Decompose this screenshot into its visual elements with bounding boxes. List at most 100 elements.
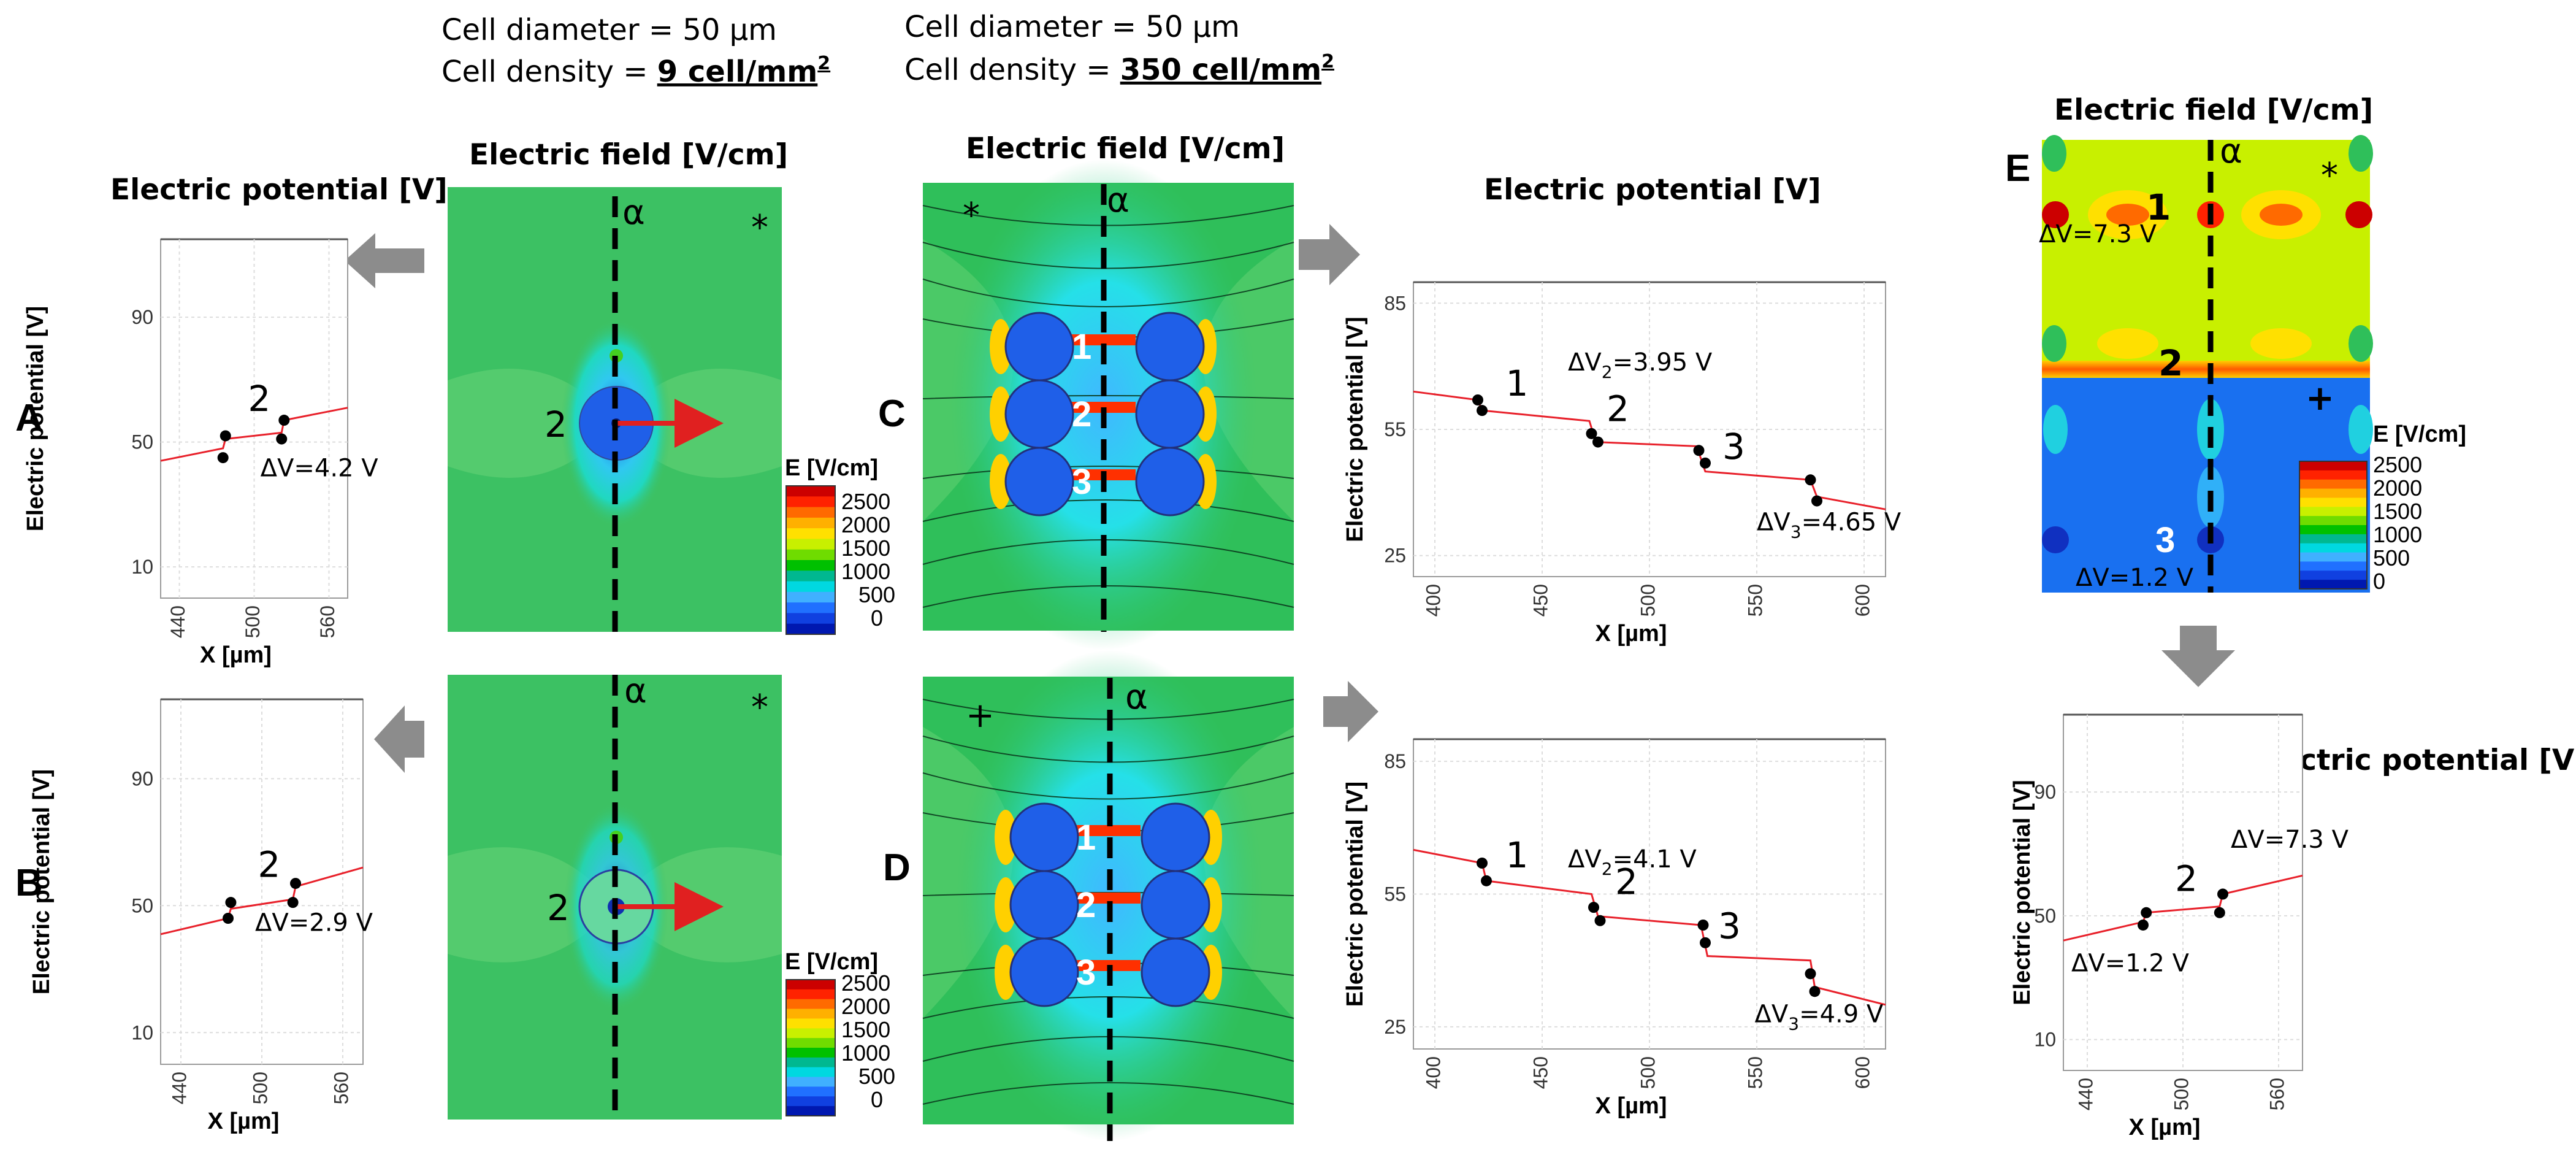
colorbar-swatch	[786, 1067, 835, 1078]
title-potential-E: Electric potential [V]	[2250, 743, 2576, 777]
y-tick-label: 50	[131, 431, 153, 453]
arrow-left-A	[345, 233, 424, 288]
panel-label-D: D	[883, 847, 911, 889]
data-point	[1481, 875, 1492, 886]
y-axis-label: Electric potential [V]	[1342, 782, 1368, 1007]
x-tick-label: 500	[1637, 584, 1659, 616]
delta-v-label: ΔV=1.2 V	[2071, 950, 2190, 978]
y-tick-label: 85	[1384, 750, 1406, 772]
series-line	[160, 866, 364, 935]
colorbar-tick: 2500	[841, 970, 890, 996]
cell-number-D-1: 1	[1076, 818, 1096, 858]
colorbar-swatch	[2299, 516, 2367, 526]
delta-v-label: ΔV=4.2 V	[261, 455, 379, 483]
alpha-B: α	[624, 671, 647, 711]
alpha-A: α	[622, 193, 645, 232]
colorbar-swatch	[786, 1018, 835, 1029]
panel-label-A: A	[15, 397, 43, 439]
colorbar-tick: 2500	[2373, 452, 2422, 477]
colorbar-swatch	[786, 581, 835, 593]
alpha-C: α	[1107, 180, 1129, 220]
data-point	[1693, 445, 1705, 456]
x-axis-label: X [µm]	[200, 642, 272, 668]
colorbar-swatch	[786, 623, 835, 635]
title-potential-A: Electric potential [V]	[110, 173, 448, 207]
title-potential-C: Electric potential [V]	[1484, 173, 1821, 207]
colorbar-swatch	[786, 1057, 835, 1068]
potential-chart-E: 440 500 560 90 50 10 X [µm] Electric potential …	[2009, 713, 2349, 1140]
x-tick-label: 400	[1422, 584, 1444, 616]
colorbar-tick: 2000	[841, 994, 890, 1019]
cell-C-right-1	[1135, 312, 1205, 382]
header-right-line2: Cell density = 350 cell/mm2	[904, 51, 1334, 87]
colorbar-title-E: E [V/cm]	[2373, 421, 2466, 447]
colorbar-E: E [V/cm] 2500 2000 1500 1000 500 0	[2299, 421, 2466, 594]
colorbar-swatch	[786, 560, 835, 571]
colorbar-swatch	[786, 528, 835, 539]
cell-marker-label: 1	[1506, 363, 1529, 404]
delta-v-label: ΔV2=4.1 V	[1568, 845, 1697, 879]
colorbar-swatch	[786, 1106, 835, 1116]
y-axis-label: Electric potential [V]	[2009, 780, 2035, 1005]
cell-marker-label: 2	[1607, 388, 1629, 429]
x-axis-label: X [µm]	[2129, 1115, 2201, 1140]
cell-D-left-2	[1009, 870, 1079, 940]
colorbar-tick: 1000	[841, 559, 890, 584]
potential-chart-D: 400 450 500 550 600 85 55 25 X [µm] Electric pote…	[1342, 738, 1886, 1119]
colorbar-tick: 2000	[2373, 475, 2422, 501]
delta-v-label: ΔV=2.9 V	[255, 909, 373, 937]
y-axis-label: Electric potential [V]	[29, 769, 55, 994]
y-tick-label: 90	[131, 767, 153, 789]
cell-marker-label: 2	[258, 844, 280, 886]
x-tick-label: 400	[1422, 1056, 1444, 1089]
cell-number-A: 2	[545, 404, 567, 445]
dv-E-top: ΔV=7.3 V	[2039, 220, 2157, 248]
star-E: *	[2321, 156, 2338, 196]
colorbar-swatch	[2299, 570, 2367, 580]
x-tick-label: 440	[168, 1072, 190, 1104]
x-tick-label: 450	[1529, 1056, 1551, 1089]
colorbar-swatch	[2299, 580, 2367, 590]
cell-number-E-2: 2	[2158, 342, 2183, 384]
colorbar-tick: 500	[858, 582, 895, 607]
data-point	[1805, 968, 1816, 980]
colorbar-tick: 2000	[841, 512, 890, 537]
x-tick-label: 560	[316, 605, 338, 638]
potential-chart-B: 440 500 560 90 50 10 X [µm] Electric potential …	[29, 698, 373, 1134]
colorbar-swatch	[2299, 561, 2367, 571]
cell-C-left-3	[1004, 447, 1074, 517]
y-tick-label: 90	[2034, 781, 2056, 803]
colorbar-A: E [V/cm] 2500 2000 1500 1000 500 0	[785, 455, 895, 635]
header-left-line1: Cell diameter = 50 µm	[441, 13, 777, 47]
y-tick-label: 55	[1384, 883, 1406, 905]
y-axis-label: Electric potential [V]	[1342, 317, 1368, 542]
colorbar-swatch	[786, 517, 835, 529]
data-point	[217, 452, 229, 464]
series-line	[2063, 874, 2303, 942]
potential-chart-A: 440 500 560 90 50 10 X [µm] Electric potential …	[23, 238, 379, 668]
star-B: *	[751, 688, 768, 728]
colorbar-swatch	[2299, 470, 2367, 480]
colorbar-tick: 1000	[841, 1040, 890, 1066]
colorbar-title-A: E [V/cm]	[785, 455, 878, 481]
x-tick-label: 550	[1744, 584, 1766, 616]
colorbar-swatch	[2299, 543, 2367, 553]
data-point	[1700, 937, 1711, 948]
data-point	[2141, 907, 2152, 918]
cell-C-left-1	[1004, 312, 1074, 382]
cell-number-C-1: 1	[1072, 327, 1091, 367]
cell-marker-label: 1	[1506, 834, 1529, 876]
field-map-B: 2 α *	[448, 671, 782, 1120]
data-point	[2214, 907, 2225, 918]
header-left-line2: Cell density = 9 cell/mm2	[441, 53, 830, 89]
data-point	[290, 878, 301, 889]
alpha-D: α	[1125, 677, 1148, 717]
colorbar-tick: 500	[2373, 545, 2410, 570]
x-tick-label: 500	[1637, 1056, 1659, 1089]
plus-D: +	[966, 696, 995, 736]
data-point	[1594, 915, 1606, 926]
y-tick-label: 85	[1384, 292, 1406, 314]
cell-D-left-1	[1009, 802, 1079, 872]
cell-number-B: 2	[547, 887, 570, 929]
